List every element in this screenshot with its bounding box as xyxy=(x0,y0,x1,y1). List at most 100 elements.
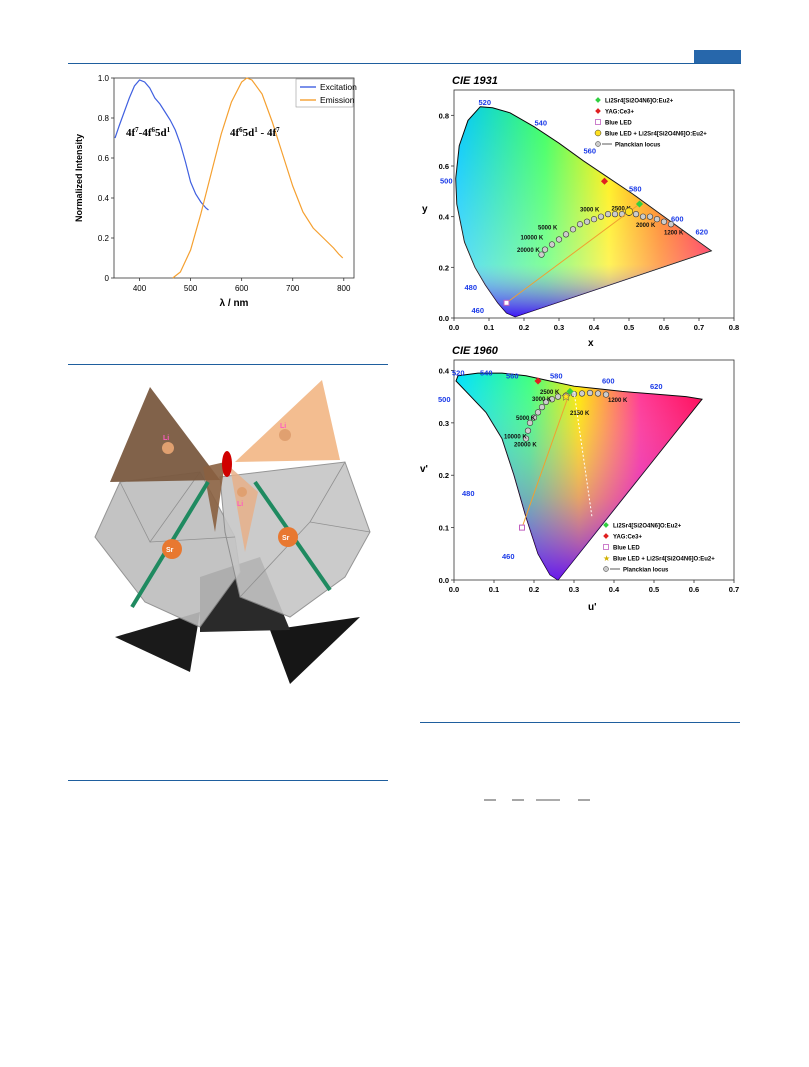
cct-label: 2500 K xyxy=(540,390,560,396)
x-tick-label: 700 xyxy=(286,284,300,293)
y-tick-label: 0.0 xyxy=(439,576,449,585)
sr-label-2: Sr xyxy=(282,535,290,542)
y-tick-label: 0.6 xyxy=(98,154,110,163)
planckian-point xyxy=(632,211,640,218)
li-label-2: Li xyxy=(280,423,286,430)
plot-frame xyxy=(113,77,355,279)
y-tick-label: 0.4 xyxy=(439,213,450,222)
eu-site-ellipsoid xyxy=(222,451,232,477)
y-tick-label: 0.4 xyxy=(439,366,450,375)
planckian-point xyxy=(569,226,577,233)
excitation-transition-label: 4f7-4f65d1 xyxy=(126,126,171,139)
y-tick-label: 0 xyxy=(105,274,110,283)
legend-label: Li2Sr4[Si2O4N6]O:Eu2+ xyxy=(605,99,674,105)
wavelength-label: 580 xyxy=(629,184,642,193)
planckian-point xyxy=(534,409,542,416)
legend-marker xyxy=(603,533,609,539)
wavelength-label: 620 xyxy=(696,227,709,236)
wavelength-label: 560 xyxy=(584,146,597,155)
cct-label: 5000 K xyxy=(516,416,536,422)
cct-label: 20000 K xyxy=(517,248,540,254)
excitation-line xyxy=(114,79,209,211)
planckian-point xyxy=(538,251,545,258)
li-label-3: Li xyxy=(237,501,243,508)
y-tick-label: 1.0 xyxy=(98,74,110,83)
dark-tetrahedron-right xyxy=(270,617,360,684)
wavelength-label: 620 xyxy=(650,382,663,391)
planckian-point xyxy=(667,221,675,228)
planckian-point xyxy=(548,241,556,248)
legend-marker xyxy=(595,119,601,125)
cie1931-ylabel: y xyxy=(422,204,428,215)
planckian-point xyxy=(562,231,570,238)
wavelength-label: 580 xyxy=(550,371,563,380)
wavelength-label: 560 xyxy=(506,371,519,380)
legend-label: Blue LED + Li2Sr4[Si2O4N6]O:Eu2+ xyxy=(605,132,707,138)
cie1960-ylabel: v' xyxy=(420,464,428,475)
spectrum-ylabel: Normalized Intensity xyxy=(74,134,84,222)
wavelength-label: 480 xyxy=(462,489,475,498)
figure-divider-3 xyxy=(420,722,740,723)
mixing-line xyxy=(521,391,571,528)
planckian-point xyxy=(526,419,534,426)
legend-emission-label: Emission xyxy=(320,95,355,105)
emission-line xyxy=(172,77,344,279)
li-atom-1 xyxy=(162,442,174,454)
x-tick-label: 500 xyxy=(184,284,198,293)
cie1960-title: CIE 1960 xyxy=(452,345,499,357)
legend-label: Blue LED xyxy=(605,121,632,127)
legend-excitation-label: Excitation xyxy=(320,82,357,92)
planckian-point xyxy=(594,390,602,397)
cie1931-xlabel: x xyxy=(588,338,594,348)
li-tetrahedron-brown xyxy=(110,387,220,482)
x-tick-label: 0.1 xyxy=(489,585,499,594)
yag-point xyxy=(600,177,609,185)
x-tick-label: 0.2 xyxy=(519,323,529,332)
legend-marker xyxy=(603,522,609,528)
cie1931-legend: Li2Sr4[Si2O4N6]O:Eu2+ YAG:Ce3+ Blue LED Blu… xyxy=(594,97,707,149)
figure-divider-1 xyxy=(68,364,388,365)
wavelength-label: 600 xyxy=(602,377,615,386)
isotherm-line xyxy=(573,391,593,518)
x-tick-label: 0.6 xyxy=(689,585,699,594)
cct-label: 2500 K xyxy=(612,206,632,212)
cct-label: 2150 K xyxy=(570,411,590,417)
x-tick-label: 0.7 xyxy=(729,585,739,594)
x-tick-label: 0.0 xyxy=(449,585,459,594)
planckian-point xyxy=(586,389,594,397)
wavelength-label: 500 xyxy=(440,177,453,186)
x-tick-label: 400 xyxy=(133,284,147,293)
legend-marker: ★ xyxy=(603,554,610,563)
li-tetrahedron-peach xyxy=(235,380,340,462)
legend-marker xyxy=(594,129,602,137)
planckian-point xyxy=(653,216,661,223)
x-tick-label: 0.8 xyxy=(729,323,739,332)
legend-marker xyxy=(603,566,609,572)
spectrum-chart: 0 0.2 0.4 0.6 0.8 1.0 400 500 600 700 800 Normali… xyxy=(74,74,357,309)
planckian-point xyxy=(530,414,538,421)
wavelength-label: 460 xyxy=(502,552,515,561)
li-atom-3 xyxy=(237,487,247,497)
mixed-point xyxy=(624,207,634,216)
cie1931-title: CIE 1931 xyxy=(452,75,498,87)
x-tick-label: 0.1 xyxy=(484,323,494,332)
wavelength-label: 600 xyxy=(671,215,684,224)
legend-label: YAG:Ce3+ xyxy=(605,110,634,116)
sr-atom-2 xyxy=(278,527,298,547)
li-tetrahedron-small-peach xyxy=(230,467,258,552)
y-tick-label: 0.1 xyxy=(439,524,449,533)
y-tick-label: 0.3 xyxy=(439,419,449,428)
legend-marker xyxy=(603,544,609,550)
planckian-point xyxy=(590,216,598,223)
x-tick-label: 0.3 xyxy=(554,323,564,332)
planckian-point xyxy=(541,246,549,253)
cct-label: 2000 K xyxy=(636,223,656,229)
legend-label: Blue LED + Li2Sr4[Si2O4N6]O:Eu2+ xyxy=(613,557,715,563)
planckian-point xyxy=(646,213,654,220)
y-tick-label: 0.2 xyxy=(98,234,110,243)
cie1931-chart: CIE 1931 0.0 0.1 0.2 0.3 0.4 0.5 0.6 0.7 0.8 0.0 0… xyxy=(422,75,739,348)
cie1960-legend: Li2Sr4[Si2O4N6]O:Eu2+ YAG:Ce3+ Blue LED★ Bl… xyxy=(603,522,715,574)
x-tick-label: 0.5 xyxy=(624,323,634,332)
crystal-structure-figure: Li Li Li Sr Sr xyxy=(94,380,371,684)
planckian-point xyxy=(548,396,556,403)
